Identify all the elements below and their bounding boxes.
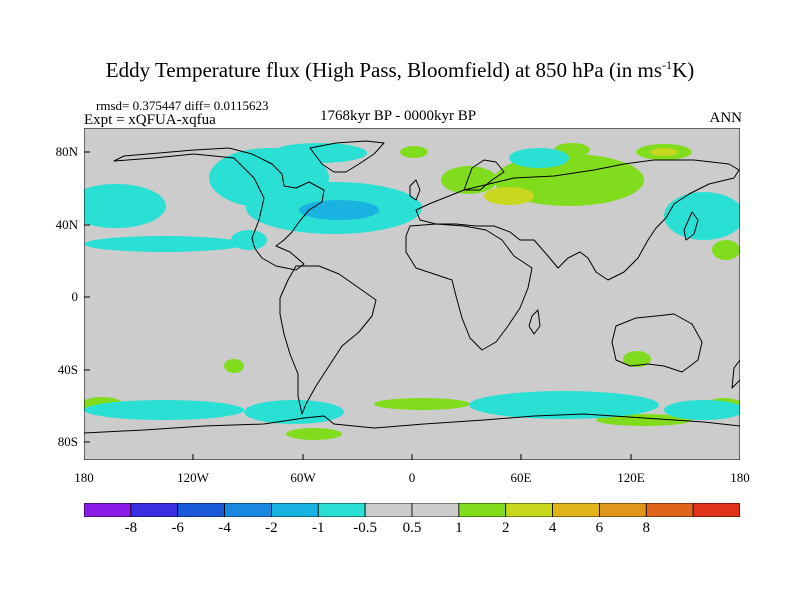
colorbar-box	[645, 503, 694, 517]
anomaly-gulf	[231, 230, 267, 250]
british-isles	[409, 179, 421, 201]
negative-anomalies-strong	[299, 200, 379, 220]
coastlines	[84, 140, 740, 434]
scandinavia	[463, 159, 505, 191]
colorbar-box	[177, 503, 225, 517]
figure-title: Eddy Temperature flux (High Pass, Bloomf…	[0, 58, 800, 83]
colorbar-label: -6	[171, 520, 184, 536]
lat-label-80n: 80N	[55, 144, 78, 159]
anomaly-west-pacific-green	[224, 359, 244, 373]
colorbar-label: -8	[124, 520, 138, 536]
anomaly-north-pacific-band	[84, 236, 244, 252]
colorbar-label: -1	[312, 520, 325, 536]
colorbar-label: 8	[642, 520, 651, 536]
lat-label-80s: 80S	[57, 434, 78, 449]
lon-label-180-left: 180	[74, 470, 94, 485]
anomaly-east-pacific-green	[712, 240, 740, 260]
lon-label-60w: 60W	[290, 470, 316, 485]
colorbar-label: -0.5	[353, 520, 377, 536]
colorbar-label: 6	[595, 520, 604, 536]
anomaly-arctic	[271, 143, 367, 163]
stats-line: rmsd= 0.375447 diff= 0.0115623	[96, 98, 269, 113]
experiment-label: Expt = xQFUA-xqfua	[84, 112, 216, 128]
colorbar-box	[552, 503, 600, 517]
title-superscript: -1	[662, 58, 673, 72]
colorbar-box	[364, 503, 413, 517]
season-label: ANN	[709, 110, 743, 126]
colorbar-box	[317, 503, 366, 517]
greenland	[309, 140, 385, 173]
anomaly-nw-pacific	[664, 192, 740, 240]
madagascar	[528, 309, 541, 335]
world-map	[84, 128, 740, 460]
new-zealand	[731, 359, 740, 389]
colorbar-label: 1	[455, 520, 463, 536]
period-label: 1768kyr BP - 0000kyr BP	[320, 108, 477, 124]
colorbar-label: 2	[501, 520, 510, 536]
africa	[405, 223, 533, 351]
colorbar-label: 4	[548, 520, 557, 536]
colorbar-box	[271, 503, 319, 517]
japan	[683, 211, 699, 241]
anomaly-pacific-left	[84, 184, 166, 228]
lat-label-40s: 40S	[57, 362, 78, 377]
anomaly-southern-ocean-a	[84, 400, 244, 420]
axis-ticks	[84, 128, 740, 460]
anomaly-siberia-yellow	[650, 148, 678, 156]
anomaly-north-atlantic-green	[400, 146, 428, 158]
lon-label-60e: 60E	[510, 470, 532, 485]
colorbar-box	[224, 503, 272, 517]
lon-label-120w: 120W	[177, 470, 209, 485]
anomaly-southern-ocean-5	[286, 428, 342, 440]
lon-label-0: 0	[408, 470, 416, 485]
lat-label-40n: 40N	[55, 217, 78, 232]
anomaly-eurasia-yellow	[484, 187, 534, 205]
south-america	[279, 265, 377, 415]
colorbar-box	[692, 503, 740, 517]
positive-anomalies-strong	[484, 148, 678, 205]
colorbar-box	[84, 503, 132, 517]
europe-asia	[415, 159, 740, 281]
anomaly-atlantic-core	[299, 200, 379, 220]
anomaly-southern-ocean-b	[244, 400, 344, 424]
anomaly-southern-ocean-c	[469, 391, 659, 419]
colorbar-box	[505, 503, 553, 517]
colorbar-box	[458, 503, 507, 517]
colorbar-box	[599, 503, 647, 517]
title-main: Eddy Temperature flux (High Pass, Bloomf…	[105, 58, 663, 82]
anomaly-southern-ocean-d	[664, 400, 740, 420]
lon-label-120e: 120E	[617, 470, 645, 485]
anomaly-southern-ocean-3	[596, 414, 692, 426]
australia	[611, 313, 703, 373]
antarctica	[84, 413, 740, 434]
lat-label-0: 0	[71, 289, 79, 304]
colorbar	[84, 503, 740, 517]
colorbar-label: 0.5	[402, 520, 422, 536]
colorbar-label: -2	[265, 520, 278, 536]
title-tail: K)	[672, 58, 695, 82]
anomaly-australia-green	[623, 351, 651, 367]
colorbar-label: -4	[218, 520, 231, 536]
anomaly-kara	[509, 148, 569, 168]
north-america	[113, 147, 325, 271]
colorbar-box	[411, 503, 460, 517]
colorbar-box	[130, 503, 179, 517]
lon-label-180-right: 180	[730, 470, 750, 485]
anomaly-southern-ocean-2	[374, 398, 470, 410]
